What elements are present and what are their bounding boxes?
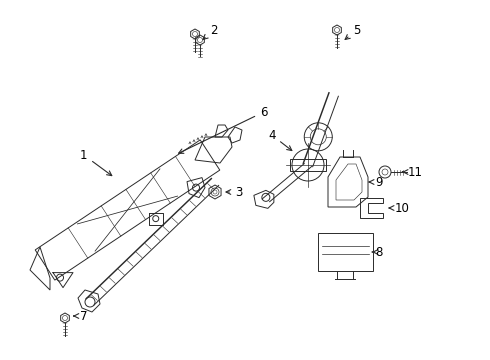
Text: 2: 2 bbox=[203, 23, 218, 39]
Text: 9: 9 bbox=[369, 176, 383, 189]
Text: 3: 3 bbox=[226, 185, 243, 198]
Text: 10: 10 bbox=[389, 202, 410, 215]
Text: 5: 5 bbox=[345, 23, 360, 40]
Text: 1: 1 bbox=[80, 149, 112, 176]
Text: 7: 7 bbox=[74, 310, 88, 323]
Text: 11: 11 bbox=[402, 166, 423, 179]
Text: 6: 6 bbox=[179, 105, 268, 153]
Text: 4: 4 bbox=[268, 129, 292, 150]
Text: 8: 8 bbox=[372, 246, 382, 258]
